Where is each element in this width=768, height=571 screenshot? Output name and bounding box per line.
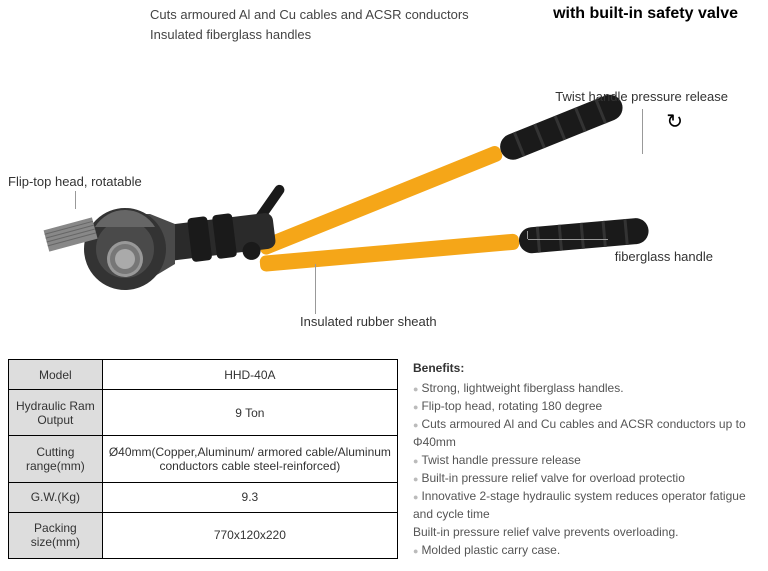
leader-line: [528, 239, 608, 240]
table-row: Packing size(mm)770x120x220: [9, 512, 398, 558]
bottom-section: ModelHHD-40A Hydraulic Ram Output9 Ton C…: [0, 354, 768, 559]
feature-line-2: Insulated fiberglass handles: [150, 25, 768, 45]
table-row: Cutting range(mm)Ø40mm(Copper,Aluminum/ …: [9, 436, 398, 482]
leader-line: [315, 264, 316, 314]
benefit-item: Innovative 2-stage hydraulic system redu…: [413, 487, 760, 523]
table-row: G.W.(Kg)9.3: [9, 482, 398, 512]
benefit-item: Cuts armoured Al and Cu cables and ACSR …: [413, 415, 760, 451]
leader-line: [75, 191, 76, 209]
benefit-item: Strong, lightweight fiberglass handles.: [413, 379, 760, 397]
benefit-item: Flip-top head, rotating 180 degree: [413, 397, 760, 415]
label-twist-handle: Twist handle pressure release: [555, 89, 728, 104]
table-row: Hydraulic Ram Output9 Ton: [9, 390, 398, 436]
spec-label: Model: [9, 360, 103, 390]
spec-label: Hydraulic Ram Output: [9, 390, 103, 436]
label-rubber-sheath: Insulated rubber sheath: [300, 314, 437, 329]
spec-value: HHD-40A: [102, 360, 397, 390]
spec-label: Packing size(mm): [9, 512, 103, 558]
label-fiberglass: fiberglass handle: [615, 249, 713, 264]
spec-table: ModelHHD-40A Hydraulic Ram Output9 Ton C…: [8, 359, 398, 559]
spec-label: G.W.(Kg): [9, 482, 103, 512]
spec-value: 9.3: [102, 482, 397, 512]
rotate-icon: ↻: [666, 109, 683, 134]
benefit-item: Built-in pressure relief valve for overl…: [413, 469, 760, 487]
benefits-list: Benefits: Strong, lightweight fiberglass…: [413, 359, 760, 559]
main-title: with built-in safety valve: [553, 5, 738, 23]
spec-label: Cutting range(mm): [9, 436, 103, 482]
leader-line: [527, 231, 528, 239]
table-row: ModelHHD-40A: [9, 360, 398, 390]
benefit-extra: Built-in pressure relief valve prevents …: [413, 523, 760, 541]
benefit-item: Twist handle pressure release: [413, 451, 760, 469]
spec-value: Ø40mm(Copper,Aluminum/ armored cable/Alu…: [102, 436, 397, 482]
product-diagram: Twist handle pressure release ↻ Flip-top…: [0, 54, 768, 354]
spec-value: 9 Ton: [102, 390, 397, 436]
leader-line: [642, 109, 643, 154]
spec-value: 770x120x220: [102, 512, 397, 558]
benefit-item: Molded plastic carry case.: [413, 541, 760, 559]
label-flip-top: Flip-top head, rotatable: [8, 174, 142, 189]
